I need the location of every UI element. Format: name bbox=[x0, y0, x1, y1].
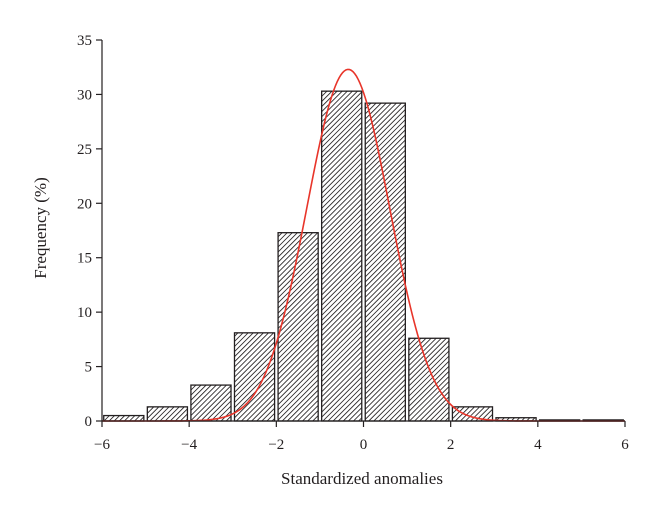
histogram-bar-0 bbox=[103, 414, 145, 422]
histogram-bars bbox=[103, 90, 624, 422]
histogram-bar-1 bbox=[146, 406, 189, 422]
y-tick-label-7: 35 bbox=[77, 33, 92, 49]
x-tick-label-1: −4 bbox=[181, 437, 197, 453]
y-tick-label-5: 25 bbox=[77, 142, 92, 158]
y-tick-label-3: 15 bbox=[77, 251, 92, 267]
x-tick-label-0: −6 bbox=[94, 437, 110, 453]
histogram-bar-2 bbox=[190, 384, 232, 422]
histogram-bar-6 bbox=[364, 102, 406, 422]
histogram-bar-3 bbox=[233, 332, 276, 422]
histogram-bar-7 bbox=[408, 337, 450, 422]
normal-fit-curve bbox=[102, 68, 625, 422]
y-tick-label-0: 0 bbox=[85, 414, 93, 430]
x-axis-ticks: −6 −4 −2 0 2 4 6 bbox=[94, 421, 629, 453]
x-axis-label: Standardized anomalies bbox=[281, 469, 443, 488]
x-tick-label-6: 6 bbox=[621, 437, 629, 453]
histogram-bar-4 bbox=[277, 232, 319, 422]
x-tick-label-3: 0 bbox=[360, 437, 368, 453]
histogram-bar-5 bbox=[321, 90, 363, 422]
y-tick-label-2: 10 bbox=[77, 305, 92, 321]
x-tick-label-5: 4 bbox=[534, 437, 542, 453]
x-tick-label-2: −2 bbox=[268, 437, 284, 453]
y-axis-label: Frequency (%) bbox=[31, 177, 50, 279]
y-tick-label-6: 30 bbox=[77, 87, 92, 103]
x-tick-label-4: 2 bbox=[447, 437, 455, 453]
y-tick-label-4: 20 bbox=[77, 196, 92, 212]
y-tick-label-1: 5 bbox=[85, 360, 93, 376]
y-axis-ticks: 0 5 10 15 20 25 30 35 bbox=[77, 33, 102, 430]
